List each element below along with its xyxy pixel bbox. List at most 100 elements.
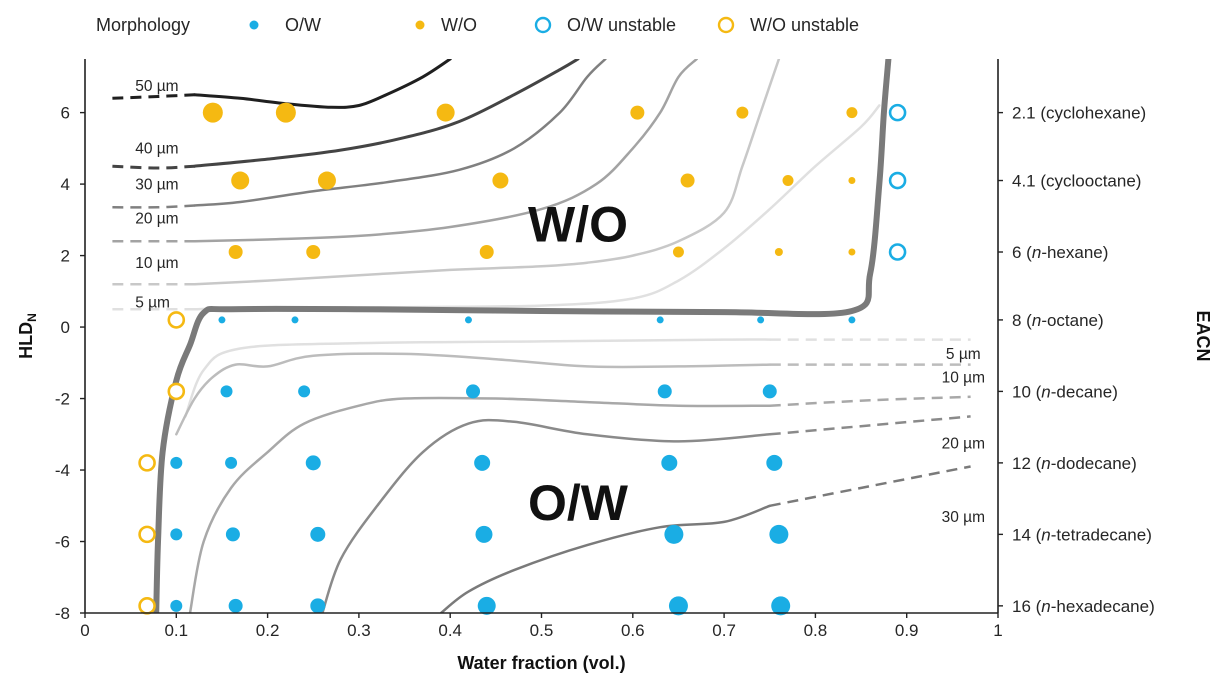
ow-point [305,455,321,471]
ow-point [310,526,326,542]
contour-label: 5 µm [135,294,170,311]
right-tick-italic: n [1041,525,1050,544]
contour-line-7 [175,352,772,436]
ow-point [291,316,299,324]
wo-point [630,105,645,120]
x-tick-label: 0.1 [164,621,188,640]
right-tick-label: 16 (n-hexadecane) [1012,597,1155,616]
contour-dash-0 [112,93,195,100]
ow-point [475,525,493,543]
wo-point [231,171,250,190]
wo-unstable-point [167,382,186,401]
right-tick-prefix: 16 ( [1012,597,1042,616]
right-tick-prefix: 6 ( [1012,243,1032,262]
y-tick-label: 2 [61,247,70,266]
right-tick-prefix: 8 ( [1012,311,1032,330]
right-tick-italic: n [1041,382,1050,401]
phase-boundary-line [153,59,892,613]
legend-marker [415,20,425,30]
wo-point [228,245,243,260]
x-tick-label: 0.6 [621,621,645,640]
x-tick-label: 1 [993,621,1002,640]
ow-unstable-point [888,243,907,261]
ow-point [228,598,243,613]
contour-line-1 [193,59,580,168]
contour-label: 10 µm [942,369,985,386]
right-tick-prefix: 12 ( [1012,454,1042,473]
y-tick-label: 4 [61,175,70,194]
region-label: W/O [528,196,628,252]
x-tick-label: 0.3 [347,621,371,640]
right-tick-label: 12 (n-dodecane) [1012,454,1137,473]
wo-point [848,177,856,185]
contour-dash-1 [112,164,195,170]
wo-point [275,102,296,123]
right-tick-suffix: -hexadecane) [1051,597,1155,616]
legend-entry: W/O unstable [750,15,859,35]
region-label: O/W [528,475,629,531]
right-tick-italic: n [1041,454,1050,473]
contour-dash-8 [769,395,971,407]
contour-line-3 [193,59,698,243]
x-axis-title: Water fraction (vol.) [457,653,625,673]
ow-point [657,384,672,399]
ow-unstable-point [888,171,907,190]
right-tick-label: 6 (n-hexane) [1012,243,1108,262]
wo-unstable-point [138,454,156,472]
right-tick-prefix: 14 ( [1012,525,1042,544]
contour-label: 10 µm [135,255,178,272]
right-tick-suffix: -decane) [1051,382,1118,401]
y-tick-label: -4 [55,461,70,480]
contour-label: 20 µm [135,210,178,227]
wo-point [479,245,494,260]
contour-line-6 [184,338,772,418]
y-tick-label: 0 [61,318,70,337]
contour-label: 20 µm [942,436,985,453]
wo-point [672,246,684,258]
right-tick-prefix: 10 ( [1012,382,1042,401]
wo-point [774,248,783,257]
ow-point [170,456,183,469]
ow-point [757,316,765,324]
ow-point [310,598,326,614]
x-tick-label: 0.8 [804,621,828,640]
right-tick-suffix: -octane) [1041,311,1103,330]
x-tick-label: 0.4 [438,621,462,640]
contour-label: 40 µm [135,141,178,158]
wo-unstable-point [138,525,156,544]
y-axis-title-sub: N [25,313,39,322]
ow-point [664,524,684,544]
contour-line-0 [193,59,452,109]
x-tick-label: 0.7 [712,621,736,640]
legend: Morphology O/W W/O O/W unstable W/O unstable [96,15,859,35]
ow-point [464,316,472,324]
data-points [138,102,907,616]
ow-point [477,596,496,615]
x-tick-label: 0.2 [256,621,280,640]
right-tick-label: 4.1 (cyclooctane) [1012,172,1141,191]
ow-point [225,527,240,542]
ow-point [661,454,678,471]
right-tick-suffix: -tetradecane) [1051,525,1152,544]
x-tick-label: 0.5 [530,621,554,640]
plot-frame [80,59,1003,618]
y-tick-label: -2 [55,390,70,409]
right-tick-label: 10 (n-decane) [1012,382,1118,401]
ow-point [668,596,688,616]
contour-label: 30 µm [135,176,178,193]
contour-line-2 [193,59,607,207]
contour-label: 5 µm [946,346,981,363]
y-tick-label: -8 [55,604,70,623]
wo-unstable-point [167,311,186,329]
legend-entry: O/W unstable [567,15,676,35]
right-axis-title: EACN [1193,310,1213,361]
ow-point [848,316,856,324]
ow-point [220,385,233,398]
ow-point [298,385,311,398]
ow-point [170,528,183,541]
wo-unstable-point [138,597,156,615]
phase-boundary [153,59,892,613]
y-axis-title-main: HLD [16,322,36,359]
legend-marker [717,16,735,34]
